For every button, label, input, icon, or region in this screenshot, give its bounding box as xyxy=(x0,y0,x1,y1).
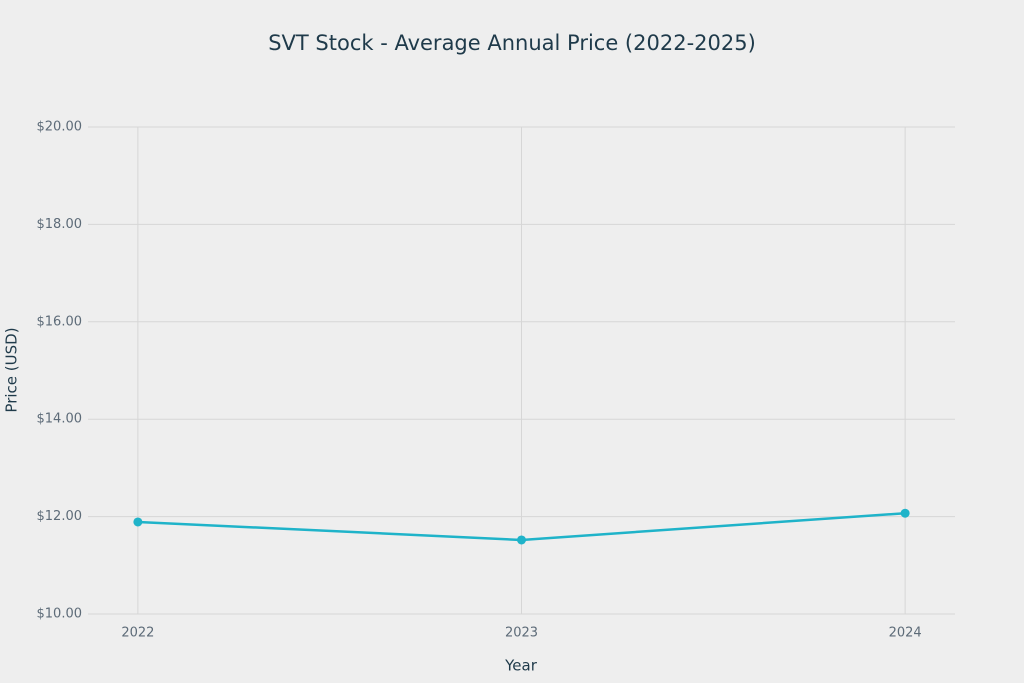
x-tick-label: 2023 xyxy=(505,626,538,641)
chart-title: SVT Stock - Average Annual Price (2022-2… xyxy=(268,31,756,55)
y-axis-title: Price (USD) xyxy=(3,327,21,412)
y-tick-label: $16.00 xyxy=(37,314,83,329)
y-tick-label: $12.00 xyxy=(37,509,83,524)
y-tick-label: $14.00 xyxy=(37,412,83,427)
marker xyxy=(517,535,526,545)
x-tick-label: 2024 xyxy=(889,626,922,641)
y-tick-label: $20.00 xyxy=(37,120,83,135)
y-tick-label: $10.00 xyxy=(37,607,83,622)
x-axis-title: Year xyxy=(504,657,538,675)
x-tick-label: 2022 xyxy=(121,626,154,641)
marker xyxy=(133,517,143,527)
y-tick-label: $18.00 xyxy=(37,217,83,232)
marker xyxy=(900,508,910,518)
